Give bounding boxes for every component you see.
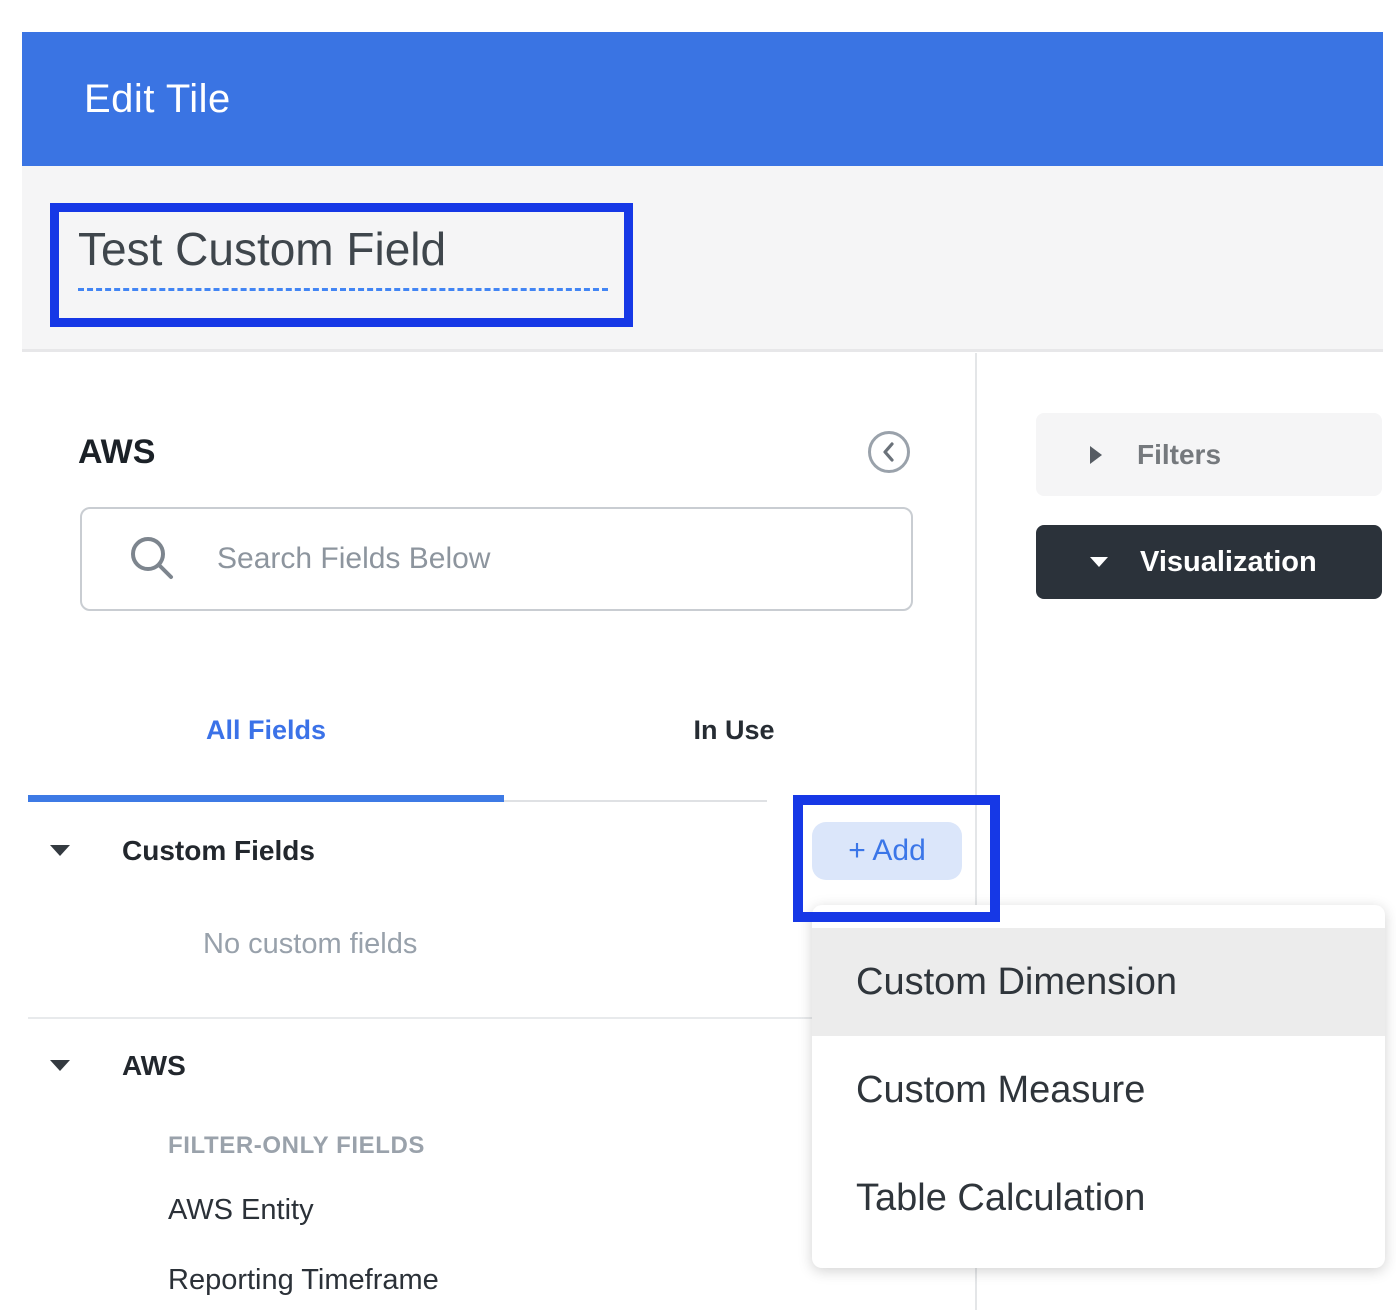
caret-down-icon[interactable] (50, 845, 70, 856)
tile-title-underline (78, 288, 608, 291)
dialog-title: Edit Tile (84, 76, 231, 121)
tile-title-input[interactable]: Test Custom Field (78, 223, 447, 275)
menu-item-table-calculation[interactable]: Table Calculation (856, 1176, 1146, 1219)
collapse-panel-button[interactable] (868, 431, 910, 473)
menu-item-custom-measure[interactable]: Custom Measure (856, 1068, 1146, 1111)
field-search-box[interactable] (80, 507, 913, 611)
active-tab-indicator (28, 795, 504, 802)
custom-fields-group-label[interactable]: Custom Fields (122, 835, 315, 866)
filters-section-toggle[interactable]: Filters (1036, 413, 1382, 496)
explore-name: AWS (78, 433, 156, 471)
panel-divider (975, 353, 977, 1310)
caret-down-icon[interactable] (50, 1060, 70, 1071)
group-divider (28, 1017, 975, 1019)
dialog-header: Edit Tile (22, 32, 1383, 166)
chevron-left-icon (883, 442, 894, 462)
aws-group-label[interactable]: AWS (122, 1050, 186, 1081)
no-custom-fields-text: No custom fields (203, 928, 418, 960)
field-item-reporting-timeframe[interactable]: Reporting Timeframe (168, 1264, 439, 1296)
filter-only-fields-subheader: FILTER-ONLY FIELDS (168, 1132, 426, 1159)
caret-down-icon (1090, 557, 1108, 567)
add-field-menu: Custom Dimension Custom Measure Table Ca… (812, 905, 1385, 1268)
add-custom-field-button[interactable]: + Add (812, 822, 962, 880)
menu-item-custom-dimension[interactable]: Custom Dimension (812, 928, 1385, 1036)
annotation-box-add-button (793, 795, 1000, 922)
caret-right-icon (1090, 445, 1102, 464)
search-icon (131, 537, 173, 579)
visualization-label: Visualization (1140, 545, 1317, 578)
tab-in-use[interactable]: In Use (693, 714, 775, 745)
annotation-box-title (50, 203, 633, 327)
field-item-aws-entity[interactable]: AWS Entity (168, 1194, 314, 1226)
visualization-section-toggle[interactable]: Visualization (1036, 525, 1382, 599)
filters-label: Filters (1137, 438, 1222, 470)
field-search-input[interactable] (217, 542, 817, 576)
tab-all-fields[interactable]: All Fields (205, 714, 327, 745)
